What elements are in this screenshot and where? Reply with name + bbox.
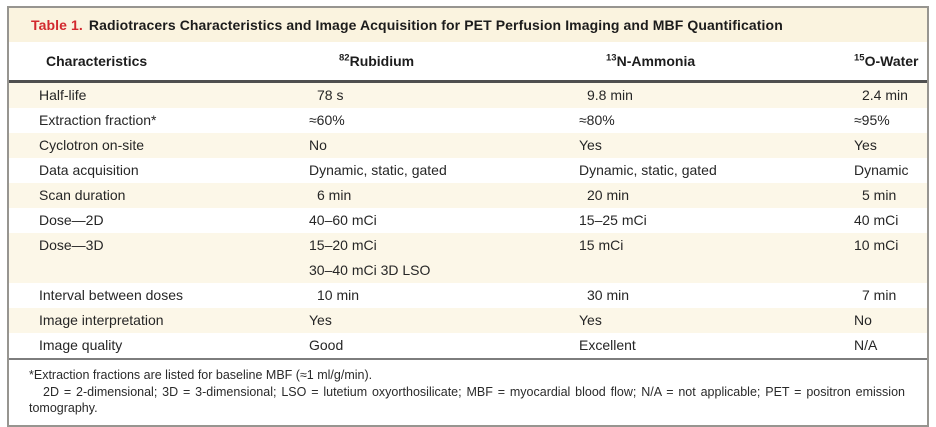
cell-value: 5 min — [862, 187, 897, 203]
cell-value: 2.4 min — [862, 87, 908, 103]
tracer-name-rubidium: Rubidium — [349, 53, 415, 69]
table-number: Table 1. — [31, 17, 83, 33]
cell-value: 9.8 min — [587, 87, 633, 103]
cell-value: 15–20 mCi 30–40 mCi 3D LSO — [309, 233, 579, 283]
cell-value: 40 mCi — [854, 212, 899, 228]
footnote-abbreviations: 2D = 2-dimensional; 3D = 3-dimensional; … — [29, 384, 905, 416]
row-label: Extraction fraction* — [39, 112, 157, 128]
cell-value: 7 min — [862, 287, 897, 303]
cell-value: ≈60% — [309, 112, 345, 128]
row-label: Dose—2D — [39, 212, 104, 228]
tracer-name-water: O-Water — [864, 53, 919, 69]
cell-value: N/A — [854, 337, 878, 353]
table-row-cyclotron-on-site: Cyclotron on-site No Yes Yes — [9, 133, 927, 158]
tracer-name-ammonia: N-Ammonia — [616, 53, 696, 69]
cell-value: No — [309, 137, 327, 153]
row-label: Half-life — [39, 87, 87, 103]
cell-value: Good — [309, 337, 344, 353]
cell-value: 10 mCi — [854, 237, 899, 253]
table-row-extraction-fraction: Extraction fraction* ≈60% ≈80% ≈95% — [9, 108, 927, 133]
table-row-half-life: Half-life 78 s 9.8 min 2.4 min — [9, 83, 927, 108]
isotope-mass-13: 13 — [606, 52, 617, 64]
isotope-mass-82: 82 — [339, 52, 350, 64]
column-header-water: 15O-Water — [854, 53, 927, 69]
cell-value: Dynamic — [854, 162, 909, 178]
table-row-dose-2d: Dose—2D 40–60 mCi 15–25 mCi 40 mCi — [9, 208, 927, 233]
cell-value: 15–25 mCi — [579, 212, 647, 228]
row-label: Image interpretation — [39, 312, 164, 328]
table-row-image-quality: Image quality Good Excellent N/A — [9, 333, 927, 358]
cell-value: Dynamic, static, gated — [579, 162, 717, 178]
table-title-text: Radiotracers Characteristics and Image A… — [88, 17, 783, 33]
cell-value: 10 min — [317, 287, 360, 303]
row-label: Image quality — [39, 337, 123, 353]
cell-value: ≈95% — [854, 112, 890, 128]
cell-value: Yes — [309, 312, 332, 328]
footnote-extraction-note: *Extraction fractions are listed for bas… — [29, 368, 373, 382]
table-row-dose-3d: Dose—3D 15–20 mCi 30–40 mCi 3D LSO 15 mC… — [9, 233, 927, 283]
cell-value: ≈80% — [579, 112, 615, 128]
table-title: Table 1. Radiotracers Characteristics an… — [9, 8, 927, 42]
cell-value: 6 min — [317, 187, 352, 203]
row-label: Interval between doses — [39, 287, 183, 303]
column-header-characteristics: Characteristics — [46, 53, 148, 69]
table-1-panel: Table 1. Radiotracers Characteristics an… — [7, 6, 929, 427]
cell-value: Yes — [579, 312, 602, 328]
row-label: Cyclotron on-site — [39, 137, 145, 153]
cell-value: 78 s — [317, 87, 344, 103]
row-label: Scan duration — [39, 187, 126, 203]
cell-value-line2: 30–40 mCi 3D LSO — [309, 262, 431, 278]
cell-value: Yes — [579, 137, 602, 153]
isotope-mass-15: 15 — [854, 52, 865, 64]
table-row-scan-duration: Scan duration 6 min 20 min 5 min — [9, 183, 927, 208]
column-header-ammonia: 13N-Ammonia — [579, 53, 854, 69]
cell-value: 40–60 mCi — [309, 212, 377, 228]
table-row-data-acquisition: Data acquisition Dynamic, static, gated … — [9, 158, 927, 183]
table-footnote: *Extraction fractions are listed for bas… — [9, 358, 927, 425]
row-label: Data acquisition — [39, 162, 139, 178]
column-header-rubidium: 82Rubidium — [309, 53, 579, 69]
cell-value: Yes — [854, 137, 877, 153]
cell-value: 30 min — [587, 287, 630, 303]
cell-value: No — [854, 312, 872, 328]
column-header-row: Characteristics 82Rubidium 13N-Ammonia 1… — [9, 42, 927, 83]
cell-value: 15 mCi — [579, 237, 624, 253]
table-row-interval-between-doses: Interval between doses 10 min 30 min 7 m… — [9, 283, 927, 308]
table-row-image-interpretation: Image interpretation Yes Yes No — [9, 308, 927, 333]
table-body: Half-life 78 s 9.8 min 2.4 min Extractio… — [9, 83, 927, 358]
cell-value-line1: 15–20 mCi — [309, 237, 377, 253]
cell-value: Excellent — [579, 337, 636, 353]
cell-value: Dynamic, static, gated — [309, 162, 447, 178]
cell-value: 20 min — [587, 187, 630, 203]
row-label: Dose—3D — [39, 237, 104, 253]
